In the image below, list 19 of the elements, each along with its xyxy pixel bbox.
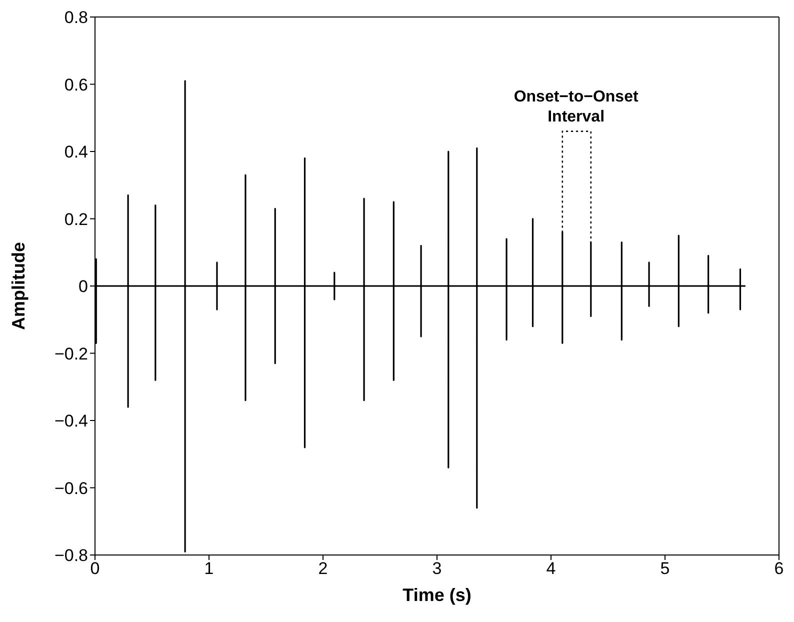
y-tick-label: 0.6 bbox=[64, 75, 88, 94]
x-tick-label: 1 bbox=[204, 559, 214, 578]
y-tick-label: 0.4 bbox=[64, 142, 88, 162]
x-tick-label: 2 bbox=[318, 559, 328, 578]
y-tick-label: −0.8 bbox=[54, 546, 88, 566]
x-tick-label: 3 bbox=[432, 559, 442, 578]
annotation: Onset−to−Onset Interval bbox=[514, 88, 639, 126]
x-tick-label: 4 bbox=[546, 559, 556, 578]
y-tick-label: −0.2 bbox=[54, 344, 88, 364]
x-tick-label: 6 bbox=[774, 559, 784, 578]
x-tick-label: 0 bbox=[90, 559, 100, 578]
y-tick-label: 0.8 bbox=[64, 8, 88, 28]
x-tick-label: 5 bbox=[660, 559, 670, 578]
x-axis-title: Time (s) bbox=[402, 585, 472, 605]
y-tick-label: 0 bbox=[78, 277, 88, 296]
y-tick-label: −0.4 bbox=[54, 412, 88, 431]
y-tick-label: 0.2 bbox=[64, 210, 88, 229]
y-tick-label: −0.6 bbox=[54, 478, 88, 498]
y-axis-title: Amplitude bbox=[8, 242, 28, 330]
